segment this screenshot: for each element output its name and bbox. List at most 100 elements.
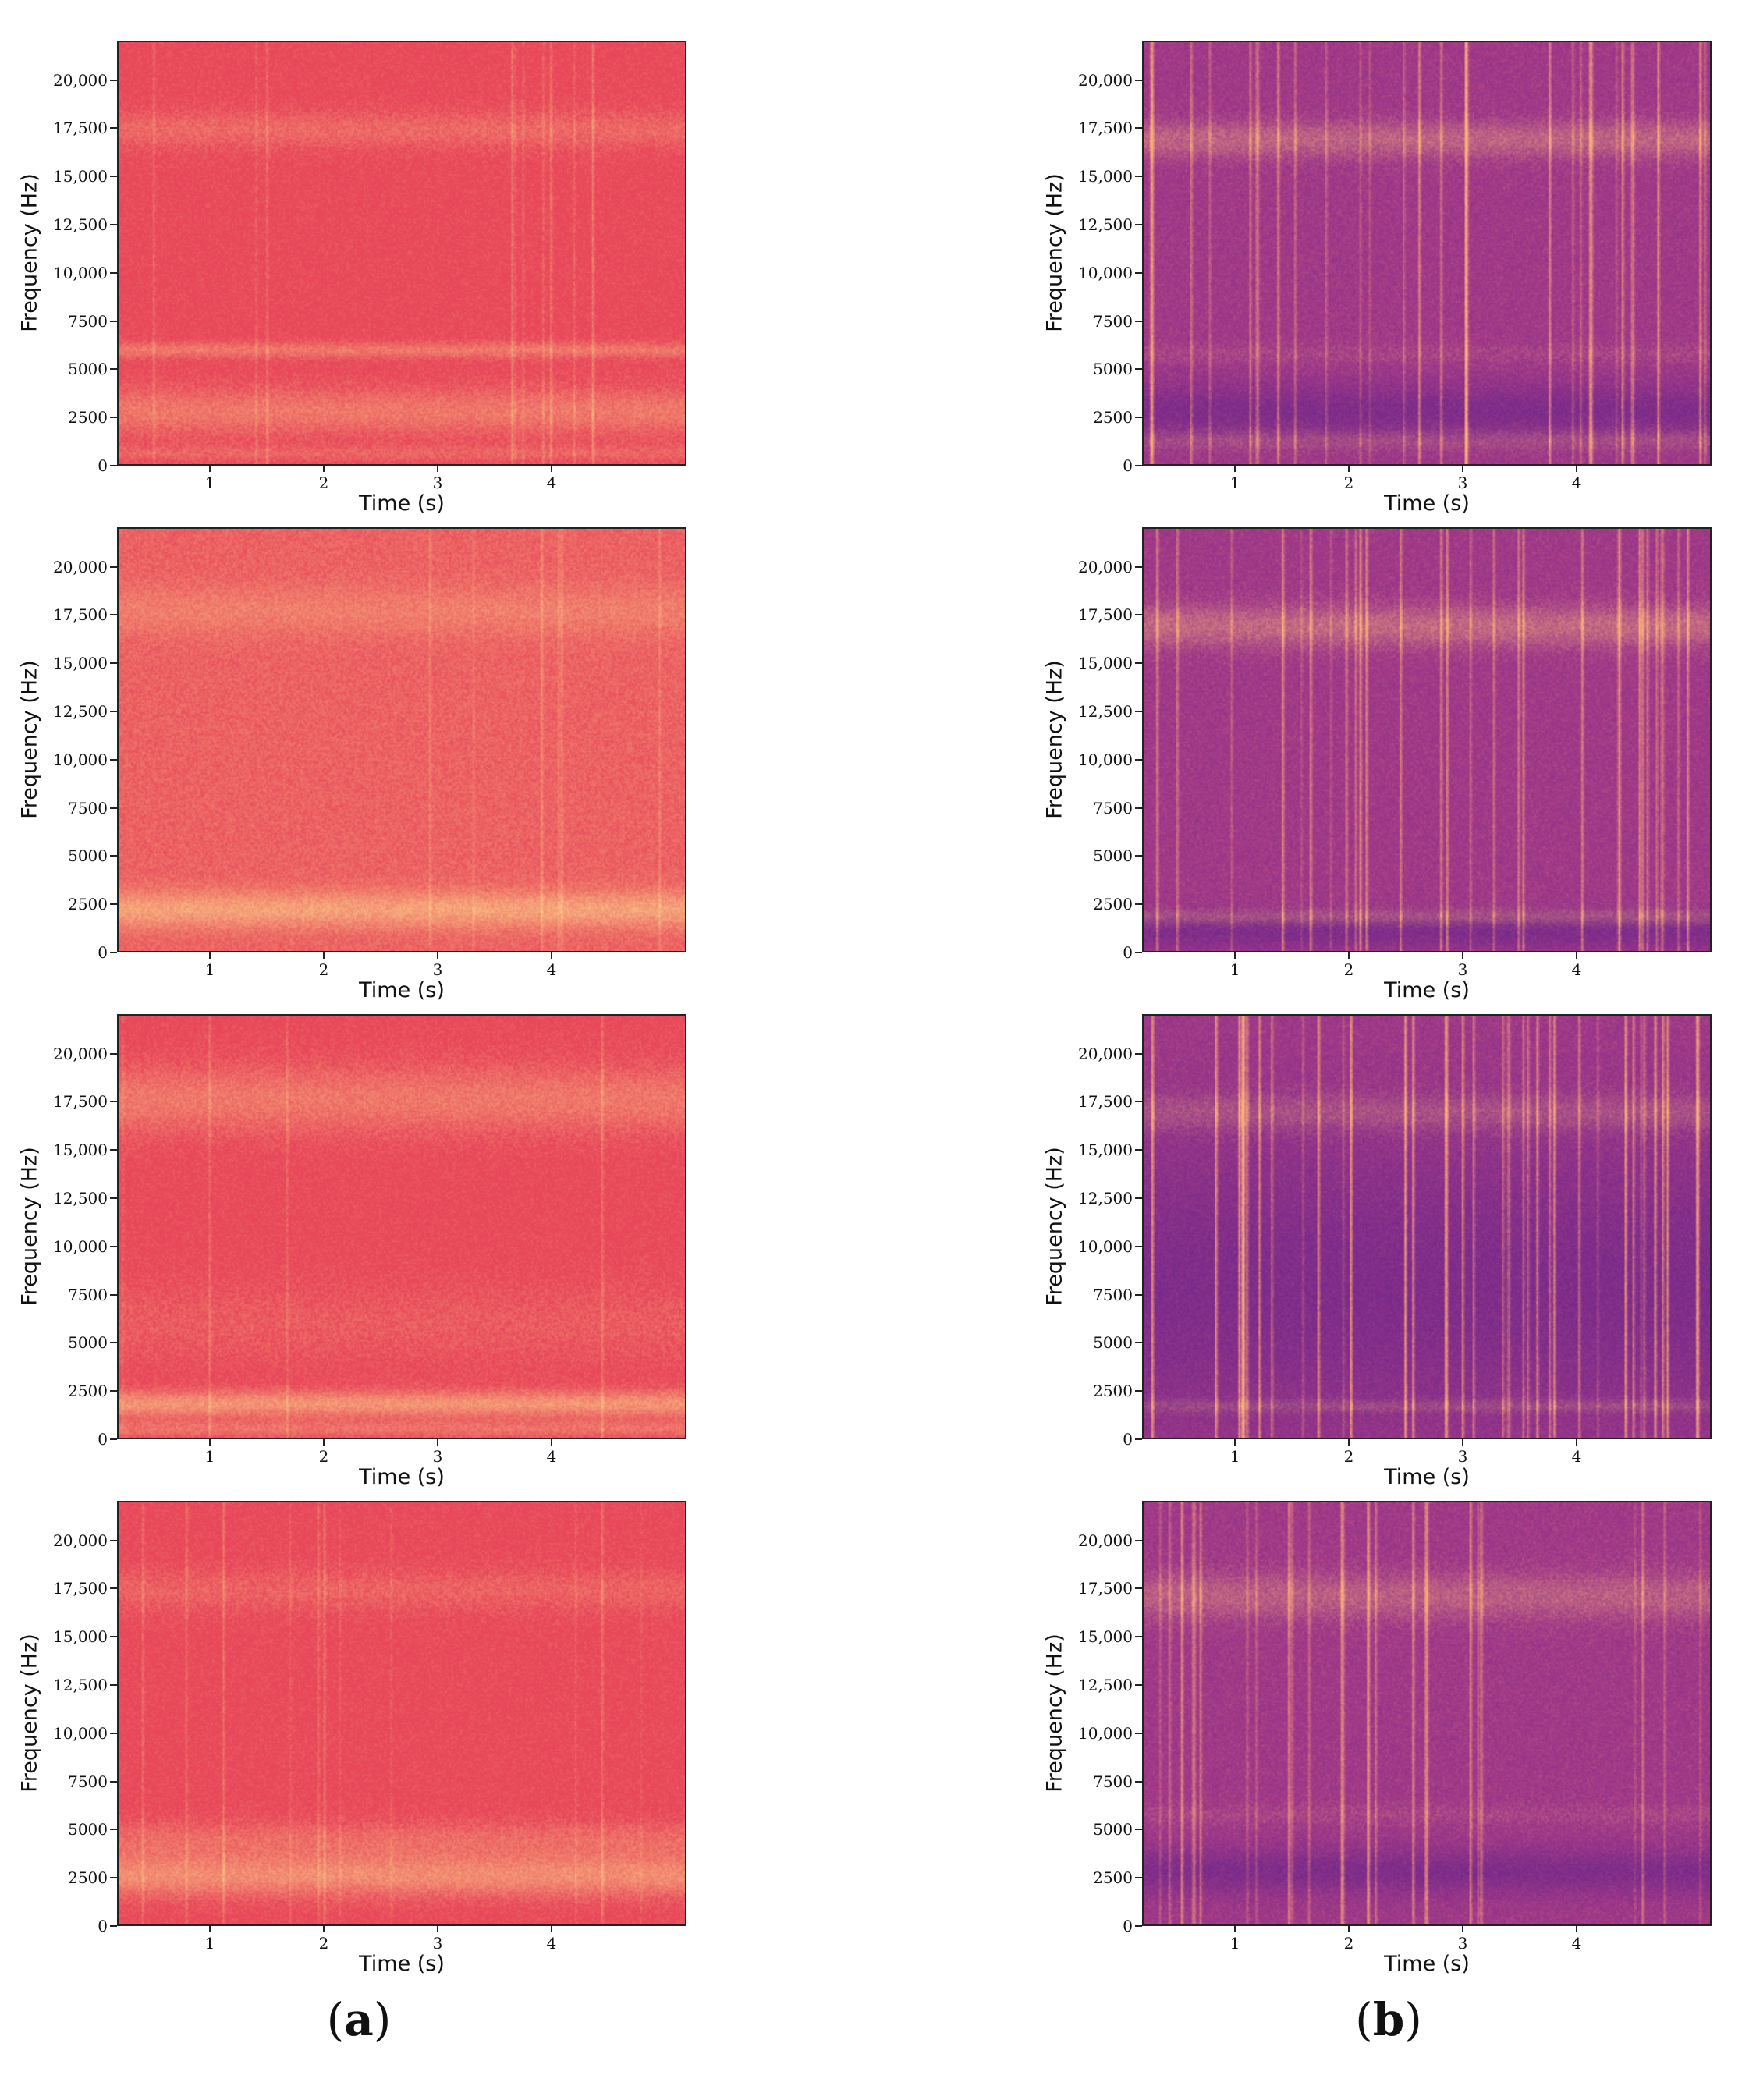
y-tick-mark [110, 271, 117, 274]
plot-area [117, 527, 686, 952]
spectrogram-image [119, 1016, 685, 1438]
x-tick-mark [1462, 1926, 1463, 1932]
x-axis-label: Time (s) [1384, 491, 1470, 516]
y-tick-mark [1135, 1245, 1142, 1247]
y-tick-label: 5000 [1093, 1820, 1133, 1839]
y-tick-mark [110, 465, 117, 466]
y-tick-mark [110, 662, 117, 665]
y-tick-label: 10,000 [53, 1236, 108, 1256]
y-tick-mark [1135, 1877, 1142, 1879]
y-tick-mark [110, 758, 117, 761]
x-tick-mark [1462, 952, 1463, 959]
y-tick-mark [110, 1149, 117, 1151]
y-tick-label: 12,500 [53, 1676, 108, 1695]
y-tick-label: 12,500 [1078, 1189, 1133, 1208]
y-tick-mark [110, 855, 117, 857]
x-tick-label: 1 [1229, 1934, 1240, 1953]
x-tick-mark [1348, 1926, 1350, 1932]
y-tick-mark [110, 614, 117, 616]
spectrogram-image [1144, 1016, 1710, 1438]
y-tick-label: 12,500 [1078, 1676, 1133, 1695]
x-tick-label: 4 [1571, 1934, 1582, 1953]
y-tick-mark [1135, 903, 1142, 906]
x-axis-label: Time (s) [1384, 978, 1470, 1002]
x-tick-mark [1462, 466, 1463, 472]
x-tick-mark [551, 466, 552, 472]
y-tick-label: 5000 [1093, 846, 1133, 866]
x-tick-label: 3 [432, 474, 443, 492]
y-tick-mark [1135, 566, 1142, 568]
y-tick-label: 10,000 [1078, 263, 1133, 282]
spectrogram-image [119, 529, 685, 951]
x-tick-label: 2 [318, 1447, 329, 1466]
y-tick-mark [1135, 1829, 1142, 1831]
y-tick-mark [110, 1052, 117, 1055]
x-tick-label: 3 [1457, 474, 1468, 492]
x-tick-mark [1576, 1926, 1577, 1932]
y-tick-label: 7500 [68, 798, 108, 818]
x-tick-mark [1462, 1439, 1463, 1446]
y-axis-label: Frequency (Hz) [17, 1634, 42, 1793]
x-tick-mark [209, 466, 211, 472]
x-tick-mark [1576, 466, 1577, 472]
x-tick-mark [1576, 1439, 1577, 1446]
y-tick-mark [1135, 127, 1142, 129]
x-tick-label: 1 [1229, 1447, 1240, 1466]
y-tick-mark [110, 176, 117, 178]
x-tick-label: 1 [1229, 474, 1240, 492]
y-tick-mark [1135, 758, 1142, 761]
spectrogram-a-4: 0 2500 5000 7500 10,000 12,500 15,000 17,500 20,… [0, 1501, 780, 1985]
x-tick-mark [209, 1439, 211, 1446]
y-tick-label: 20,000 [1078, 557, 1133, 576]
x-tick-label: 4 [1571, 960, 1582, 979]
y-tick-label: 7500 [68, 1285, 108, 1304]
x-tick-mark [209, 952, 211, 959]
y-tick-mark [1135, 1780, 1142, 1783]
plot-area [117, 1501, 686, 1926]
y-tick-label: 5000 [68, 360, 108, 379]
y-tick-label: 0 [98, 943, 108, 962]
y-tick-label: 7500 [1093, 1772, 1133, 1791]
x-tick-label: 4 [1571, 1447, 1582, 1466]
y-tick-mark [1135, 1539, 1142, 1541]
y-tick-label: 20,000 [1078, 1531, 1133, 1550]
y-tick-label: 20,000 [1078, 70, 1133, 90]
x-tick-mark [551, 952, 552, 959]
y-tick-label: 20,000 [1078, 1044, 1133, 1063]
y-tick-mark [110, 1245, 117, 1247]
y-tick-mark [1135, 662, 1142, 665]
y-tick-label: 10,000 [53, 263, 108, 282]
y-tick-label: 7500 [1093, 311, 1133, 331]
x-tick-mark [323, 1439, 325, 1446]
y-tick-mark [1135, 1342, 1142, 1344]
y-tick-mark [1135, 417, 1142, 419]
y-tick-label: 17,500 [53, 119, 108, 138]
spectrogram-image [119, 42, 685, 464]
plot-area [117, 1014, 686, 1439]
x-tick-label: 2 [1343, 1934, 1354, 1953]
y-tick-label: 15,000 [1078, 654, 1133, 673]
y-tick-label: 7500 [1093, 798, 1133, 818]
x-tick-label: 3 [1457, 1447, 1468, 1466]
y-tick-label: 17,500 [53, 1579, 108, 1598]
y-tick-label: 15,000 [53, 167, 108, 186]
y-tick-mark [110, 1780, 117, 1783]
spectrogram-b-3: 0 2500 5000 7500 10,000 12,500 15,000 17,500 20,… [1025, 1014, 1749, 1498]
x-tick-label: 2 [1343, 960, 1354, 979]
y-tick-mark [1135, 711, 1142, 713]
y-tick-mark [110, 1877, 117, 1879]
y-tick-label: 10,000 [1078, 1236, 1133, 1256]
y-tick-mark [110, 952, 117, 953]
y-tick-mark [1135, 368, 1142, 371]
x-tick-mark [1348, 952, 1350, 959]
y-tick-label: 20,000 [53, 1044, 108, 1063]
spectrogram-b-4: 0 2500 5000 7500 10,000 12,500 15,000 17,500 20,… [1025, 1501, 1749, 1985]
y-tick-mark [1135, 1390, 1142, 1392]
y-tick-label: 0 [98, 1430, 108, 1449]
x-tick-mark [1348, 1439, 1350, 1446]
y-tick-label: 12,500 [1078, 215, 1133, 235]
y-tick-mark [1135, 1684, 1142, 1687]
caption-b: (b) [1355, 1993, 1422, 2046]
y-tick-mark [1135, 1732, 1142, 1734]
